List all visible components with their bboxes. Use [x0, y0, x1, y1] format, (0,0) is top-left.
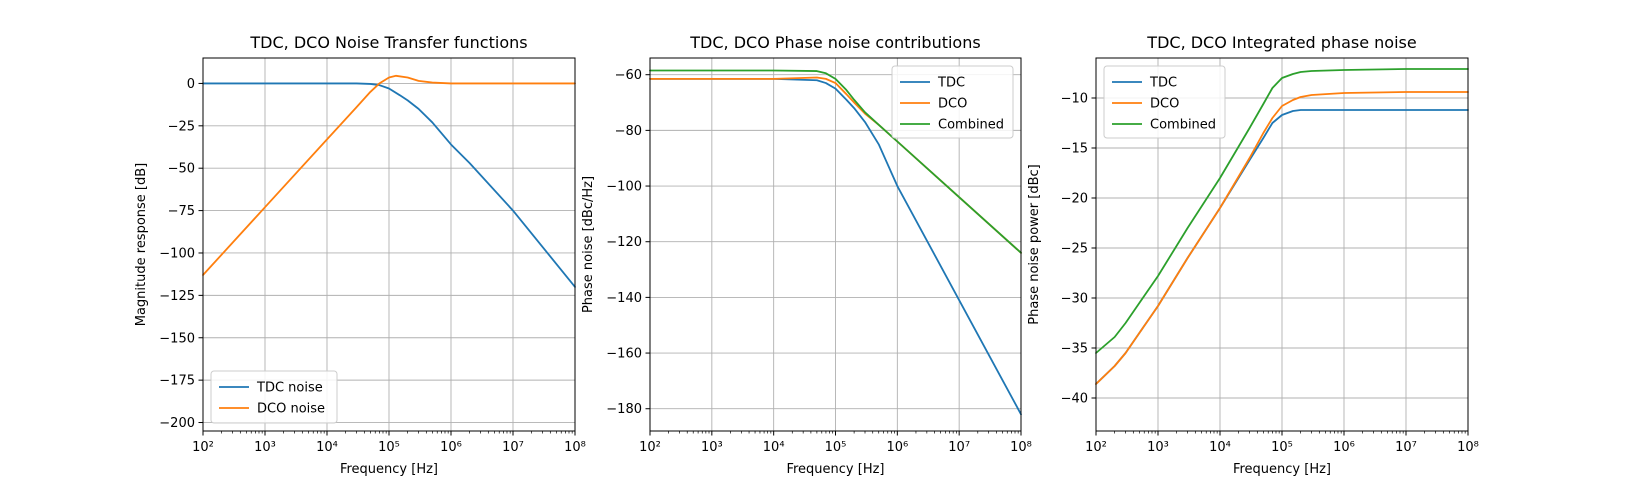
y-tick-label: −100 — [606, 180, 642, 195]
chart-title: TDC, DCO Integrated phase noise — [1146, 33, 1416, 52]
y-tick-label: −125 — [159, 289, 195, 304]
legend-label: DCO — [1150, 97, 1179, 112]
legend-label: Combined — [938, 118, 1004, 133]
y-tick-label: −200 — [159, 416, 195, 431]
chart-panel-3: 10² 10³ 10⁴ 10⁵ 10⁶ 10⁷ 10⁸ −10 −15 −20 −25 −30 −35 −… — [1027, 33, 1479, 477]
x-tick-label: 10² — [639, 440, 661, 455]
chart-panel-1: 10² 10³ 10⁴ 10⁵ 10⁶ 10⁷ 10⁸ 0 −25 −50 −75 −100 −125 −… — [134, 33, 586, 477]
x-tick-label: 10⁶ — [886, 440, 908, 455]
x-tick-label: 10⁴ — [1209, 440, 1231, 455]
y-tick-label: −175 — [159, 374, 195, 389]
x-tick-label: 10⁶ — [1333, 440, 1355, 455]
x-axis-label: Frequency [Hz] — [340, 462, 438, 477]
x-tick-label: 10⁵ — [378, 440, 400, 455]
x-tick-label: 10⁴ — [763, 440, 785, 455]
legend: TDC noise DCO noise — [210, 370, 338, 424]
x-tick-label: 10² — [192, 440, 214, 455]
y-tick-label: −25 — [168, 119, 195, 134]
y-tick-label: −75 — [168, 204, 195, 219]
y-tick-label: −100 — [159, 246, 195, 261]
y-tick-label: −25 — [1061, 242, 1088, 257]
legend-label: TDC noise — [256, 381, 323, 396]
y-tick-label: −50 — [168, 162, 195, 177]
legend-label: DCO noise — [257, 402, 325, 417]
x-tick-label: 10⁷ — [502, 440, 524, 455]
x-tick-label: 10⁸ — [1457, 440, 1479, 455]
y-tick-label: −140 — [606, 291, 642, 306]
x-tick-label: 10² — [1085, 440, 1107, 455]
y-tick-label: −150 — [159, 331, 195, 346]
series-line-dco-noise — [202, 74, 576, 276]
y-axis-label: Phase noise power [dBc] — [1027, 164, 1042, 324]
legend: TDC DCO Combined — [891, 65, 1014, 139]
y-tick-label: −30 — [1061, 292, 1088, 307]
legend-label: TDC — [937, 76, 965, 91]
x-tick-label: 10⁶ — [440, 440, 462, 455]
series-line-combined — [649, 69, 1022, 254]
x-axis-label: Frequency [Hz] — [786, 462, 884, 477]
x-axis-label: Frequency [Hz] — [1233, 462, 1331, 477]
y-tick-label: 0 — [187, 77, 195, 92]
y-tick-label: −35 — [1061, 342, 1088, 357]
y-tick-label: −60 — [615, 68, 642, 83]
chart-title: TDC, DCO Phase noise contributions — [689, 33, 980, 52]
x-tick-label: 10⁵ — [825, 440, 847, 455]
x-tick-label: 10³ — [701, 440, 723, 455]
y-tick-label: −20 — [1061, 192, 1088, 207]
legend-box — [210, 370, 338, 424]
x-tick-label: 10³ — [1147, 440, 1169, 455]
legend-label: DCO — [938, 97, 967, 112]
y-tick-label: −15 — [1061, 142, 1088, 157]
chart-panel-2: 10² 10³ 10⁴ 10⁵ 10⁶ 10⁷ 10⁸ −60 −80 −100 −120 −140 −… — [581, 33, 1032, 477]
y-tick-label: −40 — [1061, 392, 1088, 407]
x-tick-label: 10⁸ — [1010, 440, 1032, 455]
series-line-tdc-noise — [202, 82, 576, 288]
legend: TDC DCO Combined — [1103, 65, 1226, 139]
series-line-dco — [1095, 91, 1469, 385]
x-tick-label: 10⁸ — [564, 440, 586, 455]
y-axis-label: Phase noise [dBc/Hz] — [581, 176, 596, 313]
y-tick-label: −10 — [1061, 92, 1088, 107]
y-tick-label: −160 — [606, 347, 642, 362]
x-tick-label: 10⁴ — [316, 440, 338, 455]
x-tick-label: 10⁵ — [1271, 440, 1293, 455]
y-tick-label: −120 — [606, 235, 642, 250]
x-tick-label: 10⁷ — [948, 440, 970, 455]
series-line-combined — [1095, 68, 1469, 354]
legend-label: TDC — [1149, 76, 1177, 91]
chart-title: TDC, DCO Noise Transfer functions — [249, 33, 527, 52]
x-tick-label: 10⁷ — [1395, 440, 1417, 455]
x-tick-label: 10³ — [254, 440, 276, 455]
legend-box — [1103, 65, 1226, 139]
y-axis-label: Magnitude response [dB] — [134, 163, 149, 327]
y-tick-label: −80 — [615, 124, 642, 139]
legend-box — [891, 65, 1014, 139]
legend-label: Combined — [1150, 118, 1216, 133]
y-tick-label: −180 — [606, 402, 642, 417]
